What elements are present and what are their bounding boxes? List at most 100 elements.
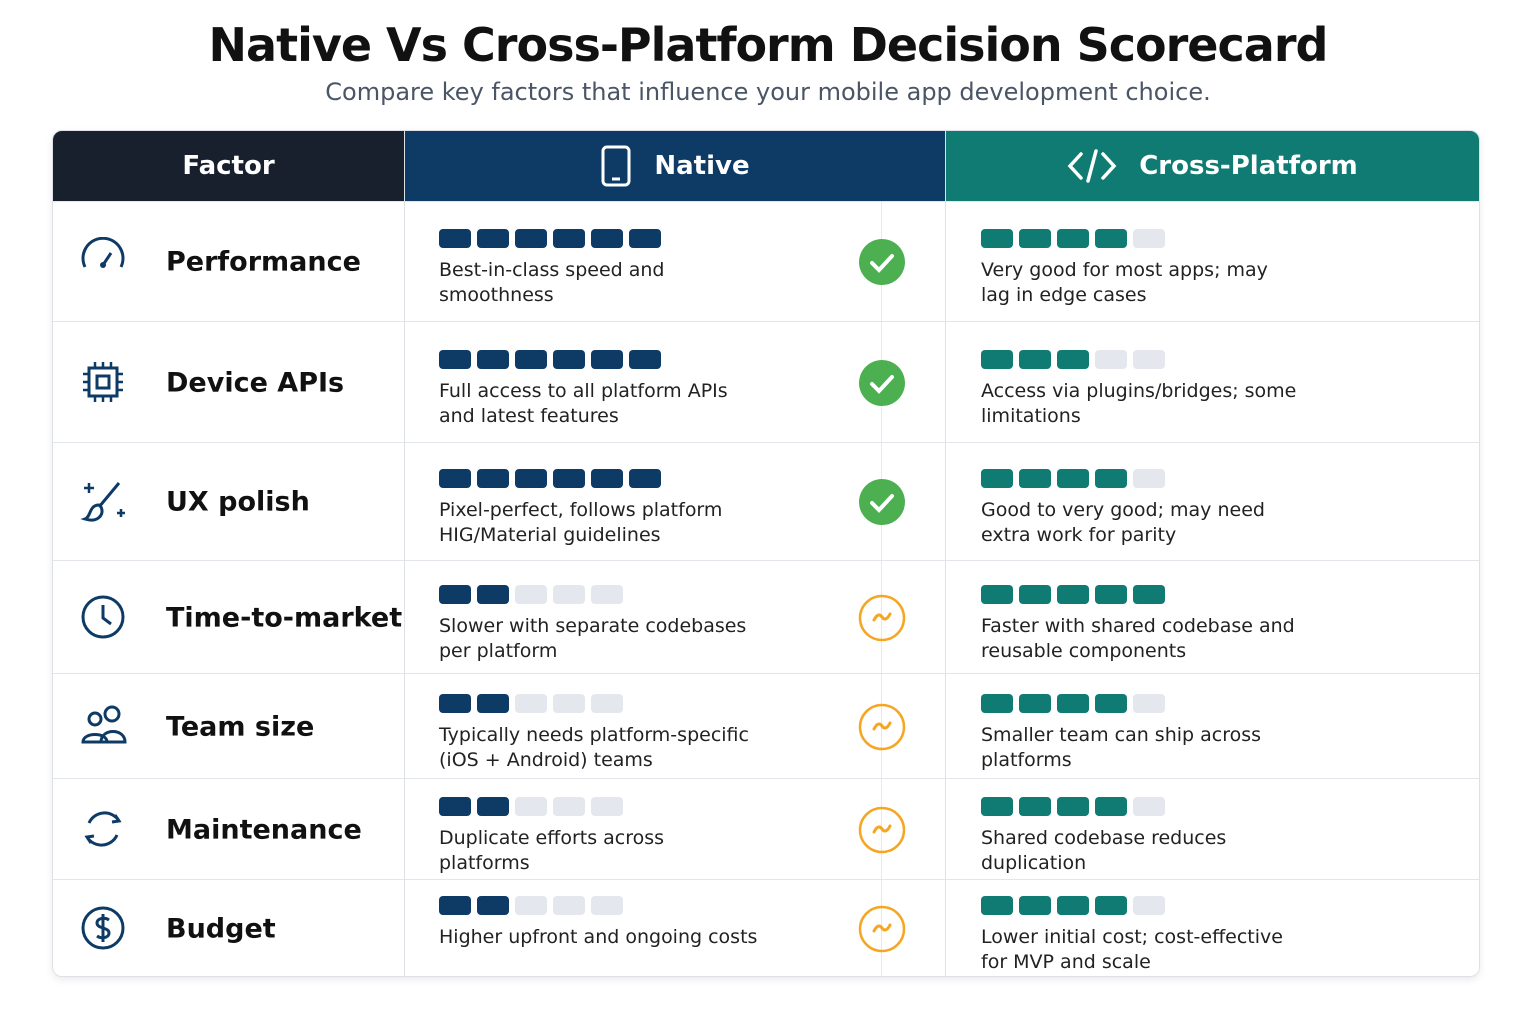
title: Native Vs Cross-Platform Decision Scorec…: [208, 18, 1329, 72]
rating-pip: [981, 693, 1013, 713]
rating-pip: [591, 469, 623, 488]
rating-pip: [553, 584, 585, 604]
table-row: UX polish Pixel-perfect, follows platform…: [53, 442, 1479, 561]
scorecard-table: Factor Native Cross-Platform Performance…: [52, 130, 1480, 977]
partial-badge: [858, 806, 906, 853]
rating-pip: [1095, 469, 1127, 488]
rating-pip: [981, 796, 1013, 816]
factor-icon: [81, 237, 125, 268]
rating-pip: [439, 693, 471, 713]
factor-icon: [81, 705, 127, 743]
rating-pip: [553, 469, 585, 488]
rating-pip: [1057, 229, 1089, 248]
description: Best-in-class speed and smoothness: [439, 259, 665, 306]
factor-icon: [80, 482, 125, 522]
description: Lower initial cost; cost-effective for M…: [981, 925, 1283, 973]
phone-icon: [601, 145, 631, 187]
rating-pip: [515, 349, 547, 369]
description: Slower with separate codebases per platf…: [439, 614, 747, 662]
rating-pip: [439, 349, 471, 369]
rating-pip: [981, 584, 1013, 604]
check-badge: [859, 239, 905, 285]
rating-pip: [591, 584, 623, 604]
column-divider: [945, 131, 946, 976]
rating-pip: [439, 229, 471, 248]
rating: [981, 469, 1165, 488]
rating-pip: [477, 693, 509, 713]
table-row: Budget Higher upfront and ongoing costs Lo…: [53, 879, 1479, 976]
rating-pip: [477, 895, 509, 915]
rating-pip: [1019, 895, 1051, 915]
rating-pip: [981, 469, 1013, 488]
rating-pip: [1057, 469, 1089, 488]
rating-pip: [591, 796, 623, 816]
table-row: Device APIs Full access to all platform A…: [53, 321, 1479, 443]
rating: [439, 229, 661, 248]
rating-pip: [591, 229, 623, 248]
partial-badge: [858, 703, 906, 750]
column-divider: [881, 201, 882, 976]
description: Full access to all platform APIs and lat…: [439, 379, 728, 427]
factor-icon: [84, 810, 122, 847]
factor-name: UX polish: [166, 486, 310, 518]
factor-name: Budget: [166, 913, 276, 944]
rating-pip: [553, 693, 585, 713]
rating-pip: [1019, 229, 1051, 248]
description: Typically needs platform-specific (iOS +…: [439, 723, 749, 771]
partial-badge: [858, 594, 906, 641]
rating-pip: [477, 229, 509, 248]
rating-pip: [477, 469, 509, 488]
rating-pip: [629, 469, 661, 488]
rating-pip: [1057, 796, 1089, 816]
rating-pip: [1057, 584, 1089, 604]
rating-pip: [439, 796, 471, 816]
description: Higher upfront and ongoing costs: [439, 925, 758, 948]
rating-pip: [1133, 229, 1165, 248]
rating-pip: [1095, 895, 1127, 915]
partial-badge: [858, 905, 906, 952]
rating: [981, 349, 1165, 369]
rating-pip: [553, 895, 585, 915]
rating-pip: [981, 895, 1013, 915]
factor-icon: [83, 361, 123, 402]
rating-pip: [981, 229, 1013, 248]
rating-pip: [477, 796, 509, 816]
factor-name: Performance: [166, 246, 361, 278]
description: Duplicate efforts across platforms: [439, 826, 665, 874]
rating: [981, 584, 1165, 604]
rating-pip: [1133, 584, 1165, 604]
rating-pip: [1057, 349, 1089, 369]
rating: [439, 349, 661, 369]
rating-pip: [1057, 895, 1089, 915]
column-header: Cross-Platform: [1139, 151, 1358, 181]
rating: [981, 895, 1165, 915]
rating-pip: [1095, 229, 1127, 248]
column-header: Factor: [182, 151, 275, 181]
rating-pip: [439, 584, 471, 604]
rating-pip: [1019, 693, 1051, 713]
description: Good to very good; may need extra work f…: [981, 499, 1265, 546]
rating-pip: [1095, 796, 1127, 816]
table-row: Maintenance Duplicate efforts across plat…: [53, 778, 1479, 880]
rating-pip: [1019, 584, 1051, 604]
rating-pip: [553, 796, 585, 816]
rating-pip: [1133, 469, 1165, 488]
rating-pip: [477, 584, 509, 604]
rating-pip: [1057, 693, 1089, 713]
description: Pixel-perfect, follows platform HIG/Mate…: [439, 499, 723, 546]
rating-pip: [515, 693, 547, 713]
rating-pip: [981, 349, 1013, 369]
rating-pip: [1133, 349, 1165, 369]
factor-name: Time-to-market: [166, 602, 403, 633]
rating-pip: [591, 895, 623, 915]
rating-pip: [1095, 693, 1127, 713]
rating-pip: [553, 229, 585, 248]
table-row: Team size Typically needs platform-specif…: [53, 673, 1479, 779]
header-cell: Factor: [53, 131, 404, 201]
rating-pip: [439, 895, 471, 915]
rating-pip: [515, 229, 547, 248]
description: Very good for most apps; may lag in edge…: [981, 259, 1268, 306]
header-cell: Cross-Platform: [946, 131, 1479, 201]
rating: [981, 796, 1165, 816]
